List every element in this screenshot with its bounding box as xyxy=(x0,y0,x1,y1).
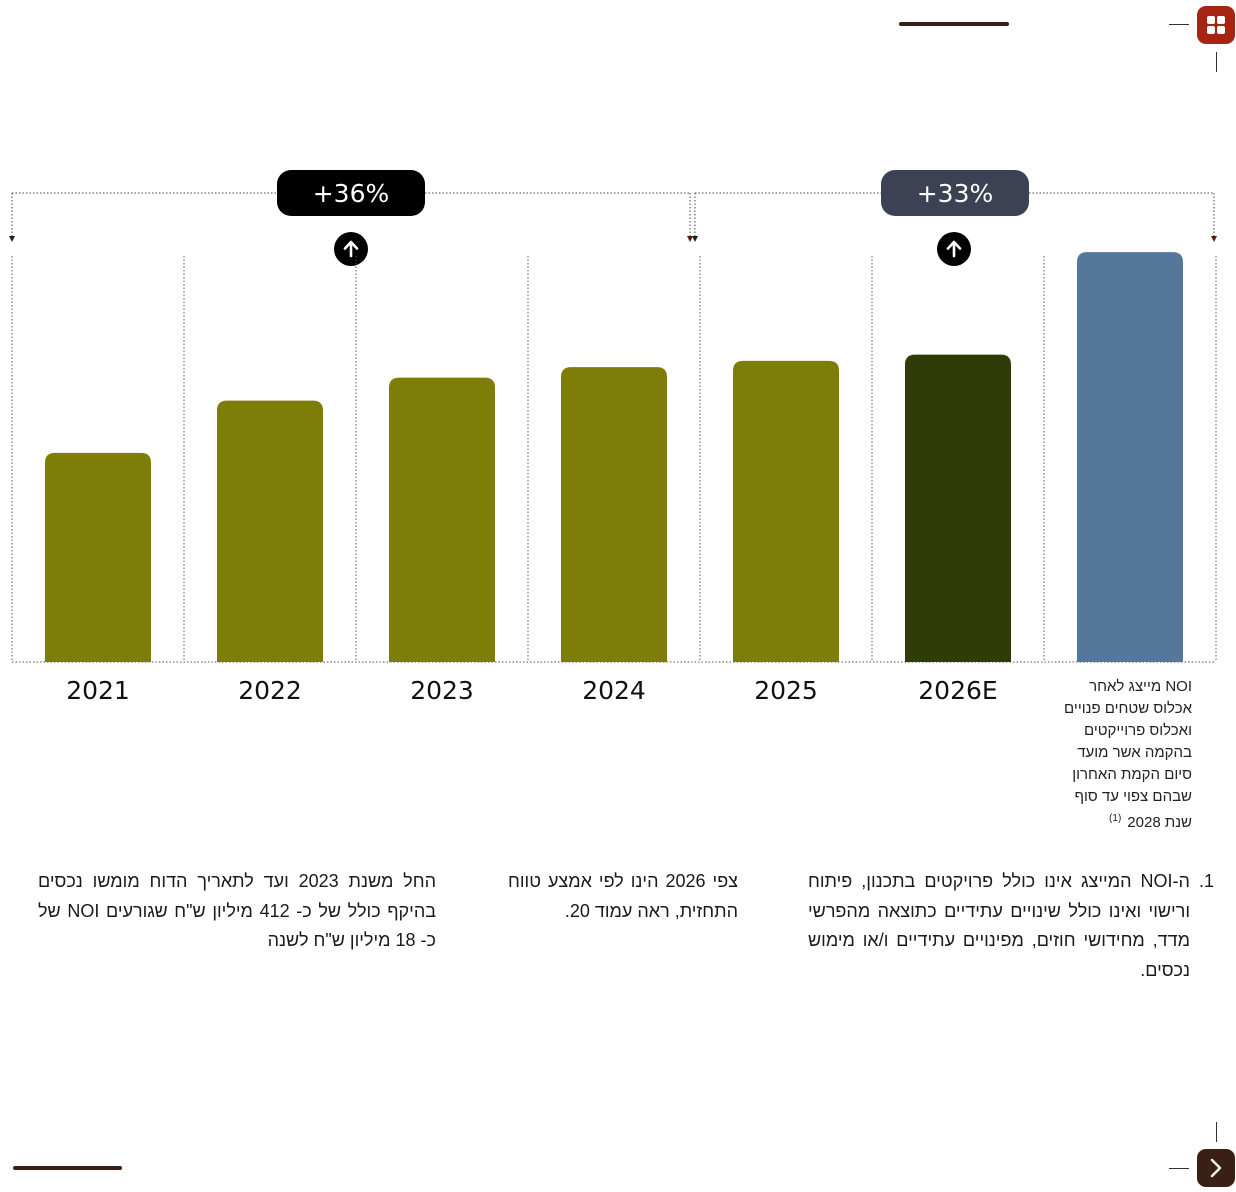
bar-2021 xyxy=(45,452,151,662)
x-tick-label-2025: 2025 xyxy=(754,676,818,705)
bar-2023 xyxy=(389,377,495,662)
footnote-middle: צפי 2026 הינו לפי אמצע טווח התחזית, ראה … xyxy=(508,871,738,921)
note-line: אכלוס שטחים פנויים xyxy=(1064,700,1192,717)
bar-2024 xyxy=(561,367,667,662)
growth-arrow-first xyxy=(334,232,368,266)
bottom-tick-vertical xyxy=(1216,1122,1217,1142)
next-page-button[interactable] xyxy=(1197,1149,1235,1187)
arrow-up-icon xyxy=(946,240,962,258)
x-tick-label-2024: 2024 xyxy=(582,676,646,705)
note-line: NOI מייצג לאחר xyxy=(1089,678,1192,695)
growth-bracket-first xyxy=(9,192,693,242)
growth-pill-second: +33% xyxy=(881,170,1029,216)
arrow-up-icon xyxy=(343,240,359,258)
grid-icon xyxy=(1207,16,1225,34)
bottom-tick-horizontal xyxy=(1169,1168,1189,1169)
chevron-right-icon xyxy=(1210,1158,1222,1178)
x-tick-label-2021: 2021 xyxy=(66,676,130,705)
growth-pill-first-label: +36% xyxy=(312,178,390,208)
note-line: בהקמה אשר מועד xyxy=(1077,744,1192,761)
growth-arrow-second xyxy=(937,232,971,266)
bottom-accent-line xyxy=(13,1166,122,1170)
footnote-left: החל משנת 2023 ועד לתאריך הדוח מומשו נכסי… xyxy=(38,871,437,950)
growth-bracket-second xyxy=(692,192,1217,242)
top-accent-line xyxy=(899,22,1009,26)
footnote-right: 1. ה-NOI המייצג אינו כולל פרויקטים בתכנו… xyxy=(808,871,1214,980)
bar-representative-noi xyxy=(1077,252,1183,662)
top-tick-vertical xyxy=(1216,52,1217,72)
note-line-last: שנת 2028 (1) xyxy=(1042,808,1192,834)
bar-2022 xyxy=(217,400,323,662)
bar-2025 xyxy=(733,360,839,662)
growth-pill-first: +36% xyxy=(277,170,425,216)
menu-button[interactable] xyxy=(1197,6,1235,44)
footnote-ref: (1) xyxy=(1109,813,1122,824)
note-line: שבהם צפוי עד סוף xyxy=(1074,788,1192,805)
bar-2026e xyxy=(905,354,1011,662)
x-tick-label-representative-noi: NOI מייצג לאחר אכלוס שטחים פנויים ואכלוס… xyxy=(1042,676,1192,834)
top-tick-horizontal xyxy=(1169,24,1189,25)
growth-pill-second-label: +33% xyxy=(916,178,994,208)
note-line: סיום הקמת האחרון xyxy=(1072,766,1192,783)
note-line: ואכלוס פרוייקטים xyxy=(1084,722,1192,739)
x-tick-label-2026e: 2026E xyxy=(918,676,998,705)
noi-bar-chart xyxy=(9,192,1217,663)
note-line: שנת 2028 xyxy=(1127,814,1192,831)
x-tick-label-2022: 2022 xyxy=(238,676,302,705)
x-tick-label-2023: 2023 xyxy=(410,676,474,705)
